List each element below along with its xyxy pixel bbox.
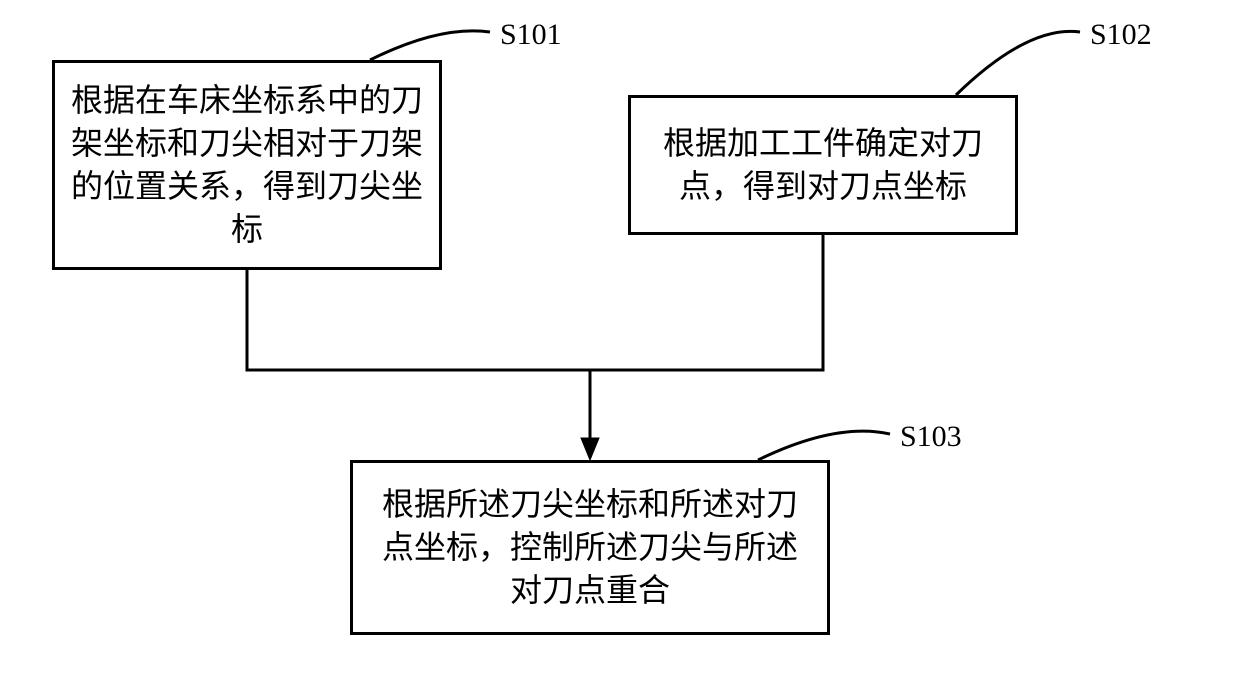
flow-label-s103: S103 xyxy=(900,420,962,454)
flow-node-s101-text: 根据在车床坐标系中的刀架坐标和刀尖相对于刀架的位置关系，得到刀尖坐标 xyxy=(71,79,423,252)
flow-node-s102: 根据加工工件确定对刀点，得到对刀点坐标 xyxy=(628,95,1018,235)
flow-node-s101: 根据在车床坐标系中的刀架坐标和刀尖相对于刀架的位置关系，得到刀尖坐标 xyxy=(52,60,442,270)
flow-node-s103-text: 根据所述刀尖坐标和所述对刀点坐标，控制所述刀尖与所述对刀点重合 xyxy=(369,483,811,613)
flow-label-s102: S102 xyxy=(1090,18,1152,52)
flowchart-canvas: 根据在车床坐标系中的刀架坐标和刀尖相对于刀架的位置关系，得到刀尖坐标 S101 … xyxy=(0,0,1240,683)
flow-label-s101: S101 xyxy=(500,18,562,52)
flow-node-s102-text: 根据加工工件确定对刀点，得到对刀点坐标 xyxy=(647,122,999,208)
flow-node-s103: 根据所述刀尖坐标和所述对刀点坐标，控制所述刀尖与所述对刀点重合 xyxy=(350,460,830,635)
